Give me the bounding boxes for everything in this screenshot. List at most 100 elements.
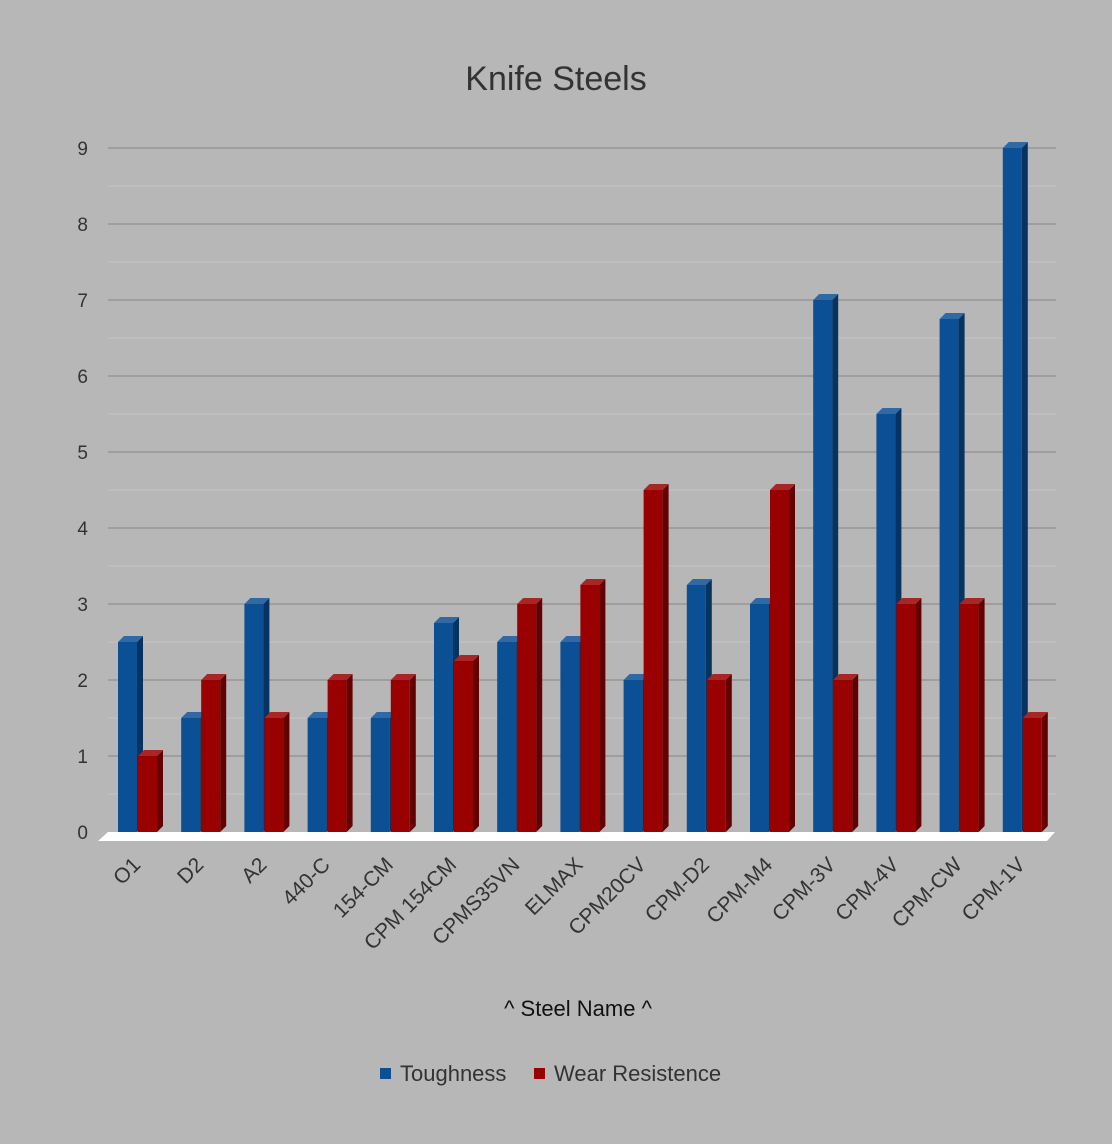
- bar-top: [307, 712, 333, 718]
- bar-top: [327, 674, 353, 680]
- bar-front: [770, 490, 789, 832]
- bar-wear-resistence: [138, 750, 163, 832]
- floor-plane: [98, 832, 1055, 841]
- chart-floor: [98, 832, 1055, 841]
- bar-top: [623, 674, 649, 680]
- bar-toughness: [1002, 142, 1028, 832]
- bar-side: [157, 750, 163, 832]
- bar-front: [939, 319, 959, 832]
- y-tick-label: 9: [77, 139, 88, 160]
- bar-front: [580, 585, 600, 832]
- y-tick-label: 7: [77, 291, 88, 312]
- bar-front: [201, 680, 221, 832]
- legend: Toughness Wear Resistence: [380, 1061, 721, 1086]
- bar-top: [244, 598, 270, 604]
- y-tick-label: 4: [77, 519, 88, 540]
- x-tick-label: O1: [109, 853, 145, 889]
- bar-front: [623, 680, 643, 832]
- y-tick-label: 3: [77, 595, 88, 616]
- bar-top: [181, 712, 207, 718]
- bar-top: [959, 598, 985, 604]
- bar-wear-resistence: [264, 712, 290, 832]
- bar-front: [896, 604, 916, 832]
- bar-front: [307, 718, 327, 832]
- bar-side: [1041, 712, 1048, 832]
- bar-top: [896, 598, 922, 604]
- bar-front: [434, 623, 453, 832]
- bar-top: [813, 294, 839, 300]
- bar-top: [580, 579, 606, 585]
- bar-side: [1021, 142, 1028, 832]
- bar-front: [118, 642, 137, 832]
- y-tick-label: 0: [77, 823, 88, 844]
- y-tick-label: 5: [77, 443, 88, 464]
- bar-top: [390, 674, 416, 680]
- bar-wear-resistence: [454, 655, 479, 832]
- bar-top: [770, 484, 795, 490]
- bar-side: [599, 579, 606, 832]
- bar-top: [1002, 142, 1028, 148]
- bar-side: [915, 598, 922, 832]
- bar-front: [264, 718, 284, 832]
- bar-front: [706, 680, 726, 832]
- bar-top: [876, 408, 902, 414]
- bar-front: [517, 604, 537, 832]
- bar-front: [643, 490, 663, 832]
- bar-front: [244, 604, 264, 832]
- bar-side: [789, 484, 795, 832]
- bar-wear-resistence: [643, 484, 669, 832]
- bar-side: [283, 712, 290, 832]
- bar-top: [434, 617, 459, 623]
- chart-title: Knife Steels: [465, 60, 646, 98]
- bar-top: [264, 712, 290, 718]
- x-tick-label: A2: [237, 853, 271, 887]
- x-tick-label: CPM-CW: [888, 853, 967, 932]
- y-tick-label: 6: [77, 367, 88, 388]
- bar-wear-resistence: [390, 674, 416, 832]
- bar-side: [852, 674, 859, 832]
- x-tick-label: 440-C: [278, 853, 335, 910]
- bar-top: [370, 712, 396, 718]
- legend-label: Wear Resistence: [554, 1061, 721, 1086]
- bar-wear-resistence: [896, 598, 922, 832]
- y-axis-ticks: 0 1 2 3 4 5 6 7 8 9: [77, 139, 88, 844]
- bar-front: [959, 604, 979, 832]
- bar-top: [118, 636, 143, 642]
- bar-wear-resistence: [770, 484, 795, 832]
- bar-top: [1022, 712, 1048, 718]
- bar-front: [1022, 718, 1042, 832]
- bar-side: [662, 484, 669, 832]
- legend-swatch: [534, 1068, 545, 1079]
- y-tick-label: 8: [77, 215, 88, 236]
- bar-side: [346, 674, 353, 832]
- legend-label: Toughness: [400, 1061, 506, 1086]
- y-tick-label: 1: [77, 747, 88, 768]
- bars: [118, 142, 1048, 832]
- bar-front: [138, 756, 157, 832]
- bar-side: [536, 598, 543, 832]
- bar-wear-resistence: [959, 598, 985, 832]
- bar-top: [517, 598, 543, 604]
- bar-front: [390, 680, 410, 832]
- y-tick-label: 2: [77, 671, 88, 692]
- bar-side: [473, 655, 479, 832]
- x-tick-label: CPM-D2: [641, 853, 714, 926]
- bar-top: [560, 636, 586, 642]
- x-tick-label: D2: [173, 853, 208, 888]
- bar-top: [201, 674, 227, 680]
- bar-front: [833, 680, 853, 832]
- bar-front: [454, 661, 473, 832]
- bar-top: [497, 636, 523, 642]
- bar-wear-resistence: [706, 674, 732, 832]
- bar-front: [750, 604, 769, 832]
- bar-top: [138, 750, 163, 756]
- bar-wear-resistence: [517, 598, 543, 832]
- bar-front: [876, 414, 896, 832]
- bar-front: [686, 585, 706, 832]
- bar-side: [409, 674, 416, 832]
- bar-front: [370, 718, 390, 832]
- bar-side: [725, 674, 732, 832]
